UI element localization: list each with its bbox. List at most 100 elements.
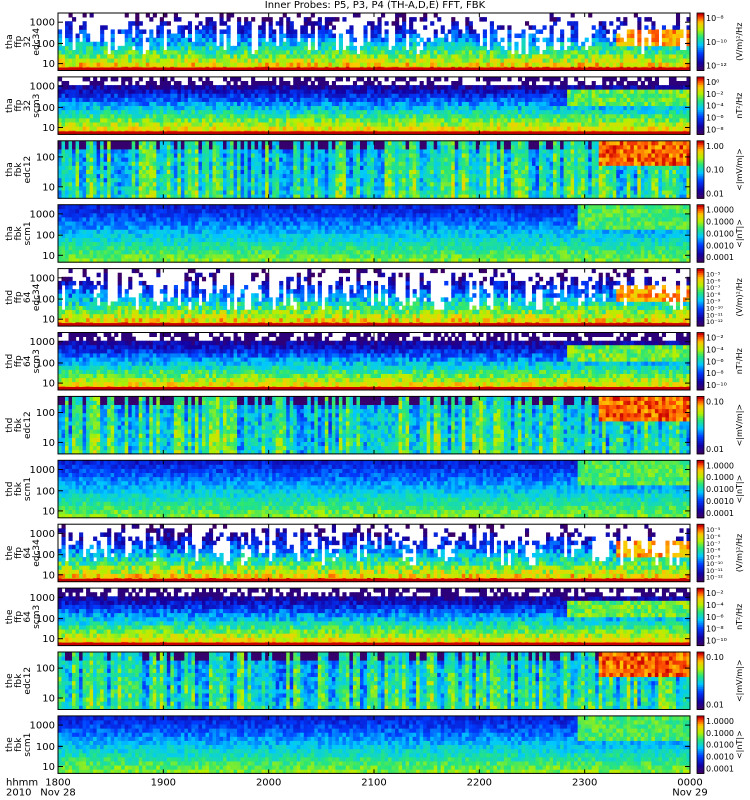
spectrogram-cell xyxy=(598,58,603,63)
spectrogram-cell xyxy=(219,37,224,43)
spectrogram-cell xyxy=(68,29,73,34)
spectrogram-cell xyxy=(331,89,336,94)
spectrogram-cell xyxy=(374,25,379,30)
spectrogram-cell xyxy=(588,49,593,55)
spectrogram-cell xyxy=(128,126,133,131)
spectrogram-cell xyxy=(468,85,473,90)
spectrogram-cell xyxy=(472,109,477,115)
spectrogram-cell xyxy=(563,54,568,59)
spectrogram-cell xyxy=(131,157,136,162)
spectrogram-cell xyxy=(131,58,136,63)
spectrogram-cell xyxy=(208,21,214,26)
spectrogram-cell xyxy=(100,101,105,107)
spectrogram-cell xyxy=(630,109,635,115)
spectrogram-cell xyxy=(328,29,333,34)
spectrogram-cell xyxy=(254,122,259,127)
spectrogram-cell xyxy=(247,58,252,63)
spectrogram-cell xyxy=(419,109,424,115)
spectrogram-cell xyxy=(68,37,73,43)
spectrogram-cell xyxy=(135,41,140,47)
spectrogram-cell xyxy=(100,41,105,47)
spectrogram-cell xyxy=(637,109,642,115)
spectrogram-cell xyxy=(679,62,684,67)
spectrogram-cell xyxy=(152,113,157,119)
spectrogram-cell xyxy=(454,93,459,98)
spectrogram-cell xyxy=(521,126,526,131)
spectrogram-cell xyxy=(686,122,691,127)
spectrogram-cell xyxy=(500,25,505,30)
spectrogram-cell xyxy=(145,117,150,123)
spectrogram-cell xyxy=(82,105,87,111)
spectrogram-cell xyxy=(317,76,322,82)
spectrogram-cell xyxy=(570,117,575,123)
spectrogram-cell xyxy=(317,45,322,51)
spectrogram-cell xyxy=(86,157,91,162)
spectrogram-cell xyxy=(577,122,582,127)
spectrogram-cell xyxy=(658,113,663,119)
spectrogram-cell xyxy=(86,49,91,55)
spectrogram-cell xyxy=(366,62,372,67)
spectrogram-cell xyxy=(503,105,509,111)
spectrogram-cell xyxy=(61,62,66,67)
spectrogram-cell xyxy=(489,49,494,55)
spectrogram-cell xyxy=(675,41,681,47)
spectrogram-cell xyxy=(395,58,400,63)
spectrogram-cell xyxy=(216,126,221,131)
spectrogram-cell xyxy=(595,37,600,43)
spectrogram-cell xyxy=(602,54,607,59)
spectrogram-cell xyxy=(324,17,329,22)
spectrogram-cell xyxy=(440,49,445,55)
spectrogram-cell xyxy=(366,21,372,26)
spectrogram-cell xyxy=(317,62,322,67)
spectrogram-cell xyxy=(233,49,238,55)
spectrogram-cell xyxy=(187,25,193,30)
spectrogram-cell xyxy=(405,89,410,94)
spectrogram-cell xyxy=(521,93,526,98)
spectrogram-cell xyxy=(303,45,308,51)
spectrogram-cell xyxy=(535,85,540,90)
spectrogram-cell xyxy=(507,33,512,39)
spectrogram-cell xyxy=(223,157,228,162)
spectrogram-cell xyxy=(68,140,73,146)
spectrogram-cell xyxy=(661,33,667,39)
spectrogram-cell xyxy=(668,37,674,43)
y-axis-label-line: tha xyxy=(5,98,15,113)
spectrogram-cell xyxy=(493,89,498,94)
spectrogram-cell xyxy=(254,169,259,175)
spectrogram-cell xyxy=(114,157,119,162)
spectrogram-cell xyxy=(668,122,674,127)
spectrogram-cell xyxy=(482,93,487,98)
spectrogram-cell xyxy=(72,126,77,131)
colorbar-tick-label: 10⁻¹² xyxy=(706,62,727,71)
spectrogram-cell xyxy=(194,122,200,127)
spectrogram-cell xyxy=(166,101,171,107)
spectrogram-cell xyxy=(679,113,684,119)
spectrogram-cell xyxy=(180,25,185,30)
spectrogram-cell xyxy=(138,58,143,63)
spectrogram-cell xyxy=(482,17,487,22)
spectrogram-cell xyxy=(314,113,319,119)
spectrogram-cell xyxy=(384,76,389,82)
spectrogram-cell xyxy=(75,117,80,123)
spectrogram-cell xyxy=(479,49,484,55)
spectrogram-cell xyxy=(117,181,122,187)
spectrogram-cell xyxy=(440,105,445,111)
spectrogram-cell xyxy=(405,62,410,67)
spectrogram-cell xyxy=(342,85,347,90)
spectrogram-cell xyxy=(65,177,70,183)
spectrogram-cell xyxy=(416,54,421,59)
spectrogram-cell xyxy=(159,144,164,150)
spectrogram-cell xyxy=(117,113,122,119)
spectrogram-cell xyxy=(602,25,607,30)
spectrogram-cell xyxy=(388,89,393,94)
spectrogram-cell xyxy=(384,126,389,131)
spectrogram-cell xyxy=(377,126,382,131)
spectrogram-cell xyxy=(173,58,178,63)
spectrogram-cell xyxy=(159,153,164,158)
spectrogram-cell xyxy=(556,58,561,63)
spectrogram-cell xyxy=(230,144,235,150)
spectrogram-cell xyxy=(240,49,245,55)
spectrogram-cell xyxy=(644,76,649,82)
spectrogram-cell xyxy=(433,41,438,47)
spectrogram-cell xyxy=(194,101,200,107)
